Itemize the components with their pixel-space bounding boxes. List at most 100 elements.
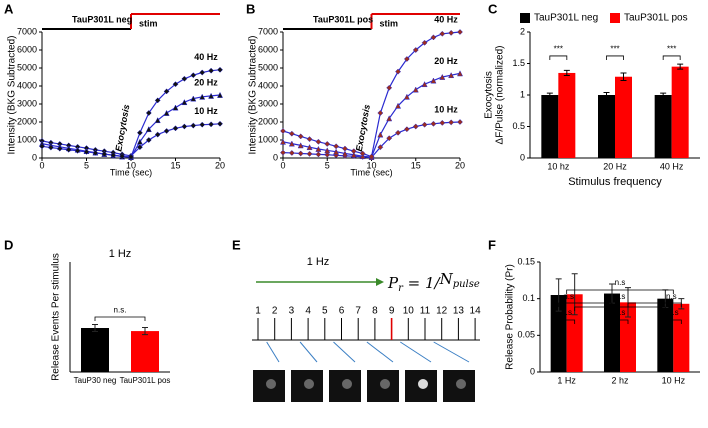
data-point (172, 104, 179, 111)
pulse-label: 5 (322, 306, 328, 317)
y-tick-label: 6000 (258, 44, 278, 54)
data-point (306, 150, 313, 157)
x-tick-label: 10 (366, 160, 376, 170)
data-point (457, 119, 463, 125)
x-tick-label: 20 Hz (603, 161, 627, 171)
significance: n.s (561, 308, 572, 317)
formula-part: r (398, 283, 404, 294)
image-spot (418, 379, 428, 389)
y-tick-label: 0 (273, 152, 278, 162)
significance: n.s (666, 292, 677, 301)
panel-letter: D (4, 237, 13, 252)
data-point (145, 126, 152, 133)
y-tick-label: 4000 (17, 80, 37, 90)
pulse-label: 9 (389, 306, 395, 317)
data-point (136, 138, 143, 145)
panel-letter: C (488, 1, 498, 16)
panel-letter: A (4, 1, 14, 16)
y-tick-label: 0 (32, 152, 37, 162)
significance: n.s (563, 292, 574, 301)
significance: *** (610, 45, 619, 54)
y-tick-label: 2000 (17, 116, 37, 126)
data-point (324, 141, 331, 147)
data-point (154, 131, 161, 138)
data-point (297, 142, 304, 149)
pulse-label: 3 (289, 306, 295, 317)
data-point (448, 29, 455, 36)
data-point (457, 29, 463, 35)
data-point (208, 121, 215, 128)
formula: Pr = 1/Npulse (387, 270, 480, 294)
data-point (288, 150, 295, 156)
data-point (279, 138, 287, 145)
significance: n.s (615, 278, 626, 287)
image-spot (342, 379, 352, 389)
data-point (216, 91, 224, 98)
stim-label: stim (380, 18, 399, 28)
bar (131, 331, 159, 372)
data-point (163, 109, 170, 116)
data-point (377, 131, 384, 138)
image-spot (456, 379, 466, 389)
pulse-label: 12 (436, 306, 448, 317)
y-tick-label: 1.5 (512, 58, 525, 68)
pulse-label: 1 (255, 306, 261, 317)
bar (550, 295, 567, 372)
data-point (280, 128, 286, 134)
pulse-label: 7 (355, 306, 361, 317)
series-label: 40 Hz (194, 52, 218, 62)
y-tick-label: 3000 (17, 98, 37, 108)
x-tick-label: 20 (455, 160, 465, 170)
y-axis-label: ΔF/Pulse (normalized) (495, 46, 506, 145)
x-tick-label: TauP301L pos (120, 376, 171, 385)
data-point (324, 151, 331, 158)
blue-arrow (400, 341, 432, 363)
data-point (65, 146, 72, 153)
data-point (172, 125, 179, 132)
data-point (145, 137, 152, 143)
y-tick-label: 6000 (17, 44, 37, 54)
bracket (664, 319, 682, 324)
data-point (412, 123, 419, 130)
data-point (163, 128, 170, 134)
series-label: 20 Hz (194, 77, 218, 87)
error-bar (677, 63, 684, 70)
data-point (306, 144, 313, 151)
image-spot (304, 379, 314, 389)
image-spot (266, 379, 276, 389)
data-point (208, 92, 215, 99)
data-point (288, 130, 295, 137)
y-tick-label: 1000 (258, 134, 278, 144)
series-label: 10 Hz (194, 106, 218, 116)
data-point (448, 72, 455, 79)
bar (615, 76, 632, 158)
y-tick-label: 5000 (17, 62, 37, 72)
data-point (412, 86, 419, 93)
data-point (280, 149, 286, 156)
bar (604, 293, 620, 372)
data-point (101, 151, 108, 157)
error-bar (563, 69, 570, 76)
annotation: Exocytosis (354, 104, 372, 153)
data-point (377, 144, 384, 151)
data-point (341, 150, 348, 157)
series-label: 20 Hz (434, 56, 458, 66)
data-point (199, 93, 206, 100)
y-axis-label: Release Probability (Pr) (505, 264, 516, 370)
data-point (217, 120, 223, 127)
y-axis-label: Exocytosis (484, 71, 495, 119)
data-point (136, 144, 143, 151)
data-point (315, 145, 322, 152)
data-point (119, 153, 126, 160)
data-point (421, 121, 428, 128)
y-tick-label: 2000 (258, 116, 278, 126)
significance: n.s. (114, 306, 127, 315)
series-label: 10 Hz (434, 104, 458, 114)
data-point (324, 147, 331, 154)
x-tick-label: 10 hz (547, 161, 570, 171)
pulse-label: 11 (420, 306, 431, 317)
data-point (181, 123, 188, 130)
data-point (359, 150, 366, 157)
formula-part: P (387, 274, 399, 292)
